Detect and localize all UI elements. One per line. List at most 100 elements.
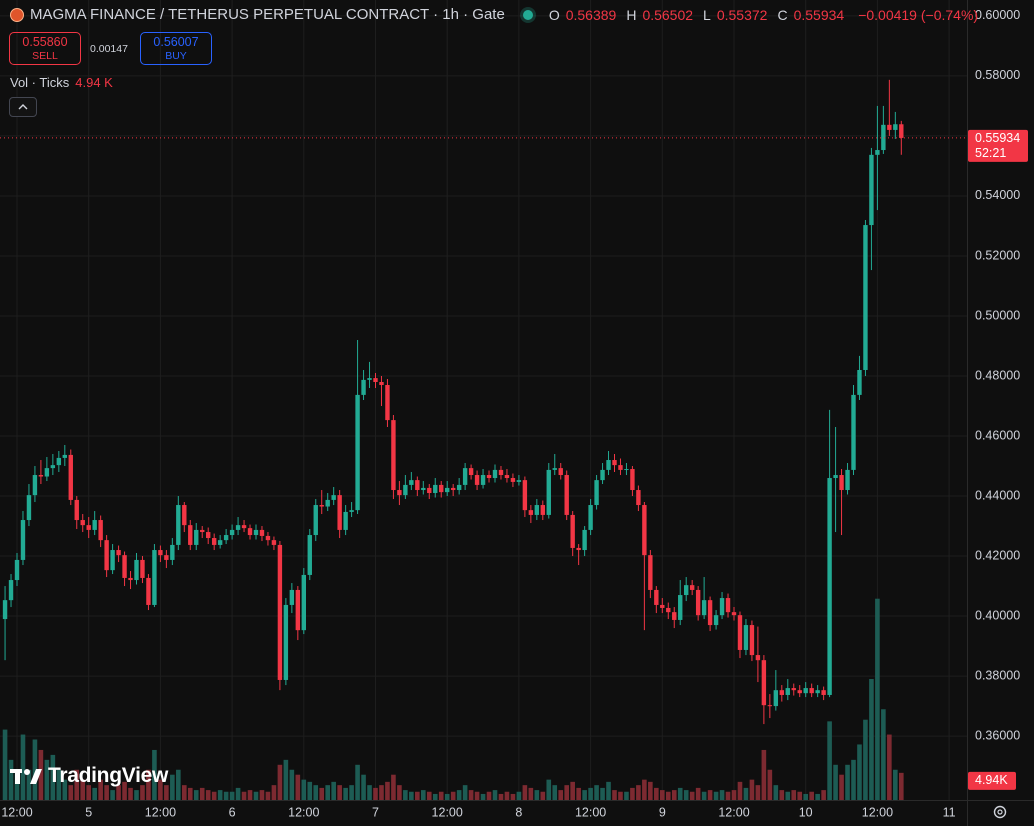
candle-body (373, 378, 378, 382)
ohlc-value: 0.56502 (642, 6, 694, 23)
volume-bar (187, 787, 193, 800)
candle-body (158, 550, 163, 556)
volume-bar (152, 749, 157, 800)
candle-body (331, 495, 336, 500)
candle-body (397, 490, 402, 496)
sell-price: 0.55860 (22, 35, 68, 49)
candle-body (235, 525, 241, 530)
candle-body (660, 604, 665, 608)
volume-bar (331, 781, 336, 800)
candle-body (450, 487, 456, 491)
candle-body (445, 487, 450, 493)
volume-bar (235, 787, 241, 800)
candle-body (170, 544, 175, 560)
candle-body (265, 535, 271, 541)
volume-bar (241, 791, 247, 800)
candle-body (229, 529, 235, 536)
candle-body (522, 480, 528, 511)
ohlc-value: 0.56389 (565, 6, 617, 23)
candle-body (869, 154, 874, 226)
candle-body (68, 454, 73, 500)
volume-bar (594, 785, 599, 800)
volume-bar (104, 785, 109, 800)
volume-bar (516, 791, 522, 800)
volume-bar (182, 785, 187, 800)
volume-bar (415, 791, 420, 800)
candle-body (295, 589, 301, 631)
last-price-label: 0.55934 (975, 131, 1020, 145)
candle-body (815, 690, 820, 694)
volume-bar (582, 790, 587, 800)
candle-body (427, 487, 432, 494)
volume-bar (146, 769, 151, 800)
buy-button[interactable]: 0.56007 BUY (140, 32, 212, 65)
volume-bar (8, 759, 14, 800)
volume-bar (630, 787, 635, 800)
candle-body (863, 225, 868, 370)
volume-bar (367, 785, 372, 800)
volume-bar (265, 791, 271, 800)
volume-bar (875, 598, 880, 800)
volume-bar (158, 779, 163, 800)
candle-body (462, 468, 468, 485)
volume-bar (683, 790, 689, 800)
volume-bar (606, 781, 611, 800)
candle-body (516, 480, 522, 482)
candle-body (582, 529, 587, 551)
volume-bar (223, 791, 229, 800)
candle-body (152, 550, 157, 605)
volume-bar (122, 781, 127, 800)
volume-bar (851, 759, 856, 800)
candle-body (743, 625, 749, 650)
collapse-button[interactable] (9, 97, 37, 117)
candle-body (74, 499, 79, 521)
candle-body (56, 457, 62, 466)
x-tick-label: 10 (799, 805, 813, 819)
candle-body (200, 529, 205, 533)
volume-bar (654, 787, 659, 800)
volume-bar (26, 769, 32, 800)
volume-bar (707, 790, 713, 800)
volume-bar (540, 791, 546, 800)
volume-bar (881, 709, 886, 800)
candle-body (319, 505, 324, 507)
volume-bar (522, 785, 528, 800)
sell-button[interactable]: 0.55860 SELL (9, 32, 81, 65)
legend-header: MAGMA FINANCE / TETHERUS PERPETUAL CONTR… (10, 6, 978, 23)
candle-body (361, 379, 366, 395)
candle-body (26, 495, 32, 521)
candle-body (600, 469, 605, 481)
volume-bar (797, 791, 803, 800)
y-tick-label: 0.36000 (975, 728, 1020, 742)
x-tick-label: 12:00 (575, 805, 606, 819)
candle-body (791, 688, 796, 691)
branding[interactable]: TradingView (10, 764, 168, 788)
volume-bar (671, 790, 677, 800)
candle-body (827, 478, 832, 695)
candle-body (241, 525, 247, 529)
candle-body (594, 480, 599, 506)
candle-body (403, 484, 408, 496)
candle-body (833, 475, 838, 479)
symbol-title[interactable]: MAGMA FINANCE / TETHERUS PERPETUAL CONTR… (30, 6, 505, 23)
candle-body (337, 495, 342, 530)
volume-bar (767, 769, 773, 800)
market-status (522, 9, 533, 20)
volume-bar (456, 790, 462, 800)
chevron-line (18, 104, 28, 110)
candle-body (211, 538, 217, 545)
volume-bar (468, 790, 474, 800)
volume-bar (893, 769, 898, 800)
volume-bar (199, 787, 205, 800)
volume-bar (277, 764, 283, 800)
volume-bar (887, 734, 892, 800)
candle-body (731, 612, 737, 616)
volume-bar (80, 779, 86, 800)
candle-body (701, 600, 707, 616)
volume-bar (128, 787, 133, 800)
settings-icon[interactable] (993, 805, 1007, 819)
y-tick-label: 0.58000 (975, 68, 1020, 82)
volume-bar (749, 779, 755, 800)
buy-label: BUY (165, 50, 187, 62)
